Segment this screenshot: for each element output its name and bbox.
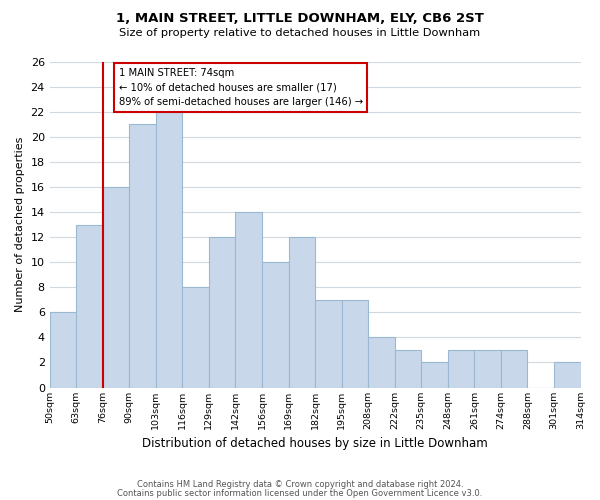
Bar [235, 212, 262, 388]
Bar [50, 312, 76, 388]
Bar [554, 362, 581, 388]
Text: 1, MAIN STREET, LITTLE DOWNHAM, ELY, CB6 2ST: 1, MAIN STREET, LITTLE DOWNHAM, ELY, CB6… [116, 12, 484, 26]
Bar [395, 350, 421, 388]
Bar [182, 287, 209, 388]
Bar [76, 224, 103, 388]
Text: Contains public sector information licensed under the Open Government Licence v3: Contains public sector information licen… [118, 488, 482, 498]
Text: Contains HM Land Registry data © Crown copyright and database right 2024.: Contains HM Land Registry data © Crown c… [137, 480, 463, 489]
Bar [262, 262, 289, 388]
Bar [315, 300, 341, 388]
Bar [501, 350, 527, 388]
Y-axis label: Number of detached properties: Number of detached properties [15, 137, 25, 312]
Bar [368, 338, 395, 388]
Bar [156, 112, 182, 388]
X-axis label: Distribution of detached houses by size in Little Downham: Distribution of detached houses by size … [142, 437, 488, 450]
Bar [129, 124, 156, 388]
Bar [289, 237, 315, 388]
Bar [448, 350, 475, 388]
Bar [341, 300, 368, 388]
Bar [421, 362, 448, 388]
Bar [209, 237, 235, 388]
Text: 1 MAIN STREET: 74sqm
← 10% of detached houses are smaller (17)
89% of semi-detac: 1 MAIN STREET: 74sqm ← 10% of detached h… [119, 68, 363, 108]
Text: Size of property relative to detached houses in Little Downham: Size of property relative to detached ho… [119, 28, 481, 38]
Bar [475, 350, 501, 388]
Bar [103, 187, 129, 388]
